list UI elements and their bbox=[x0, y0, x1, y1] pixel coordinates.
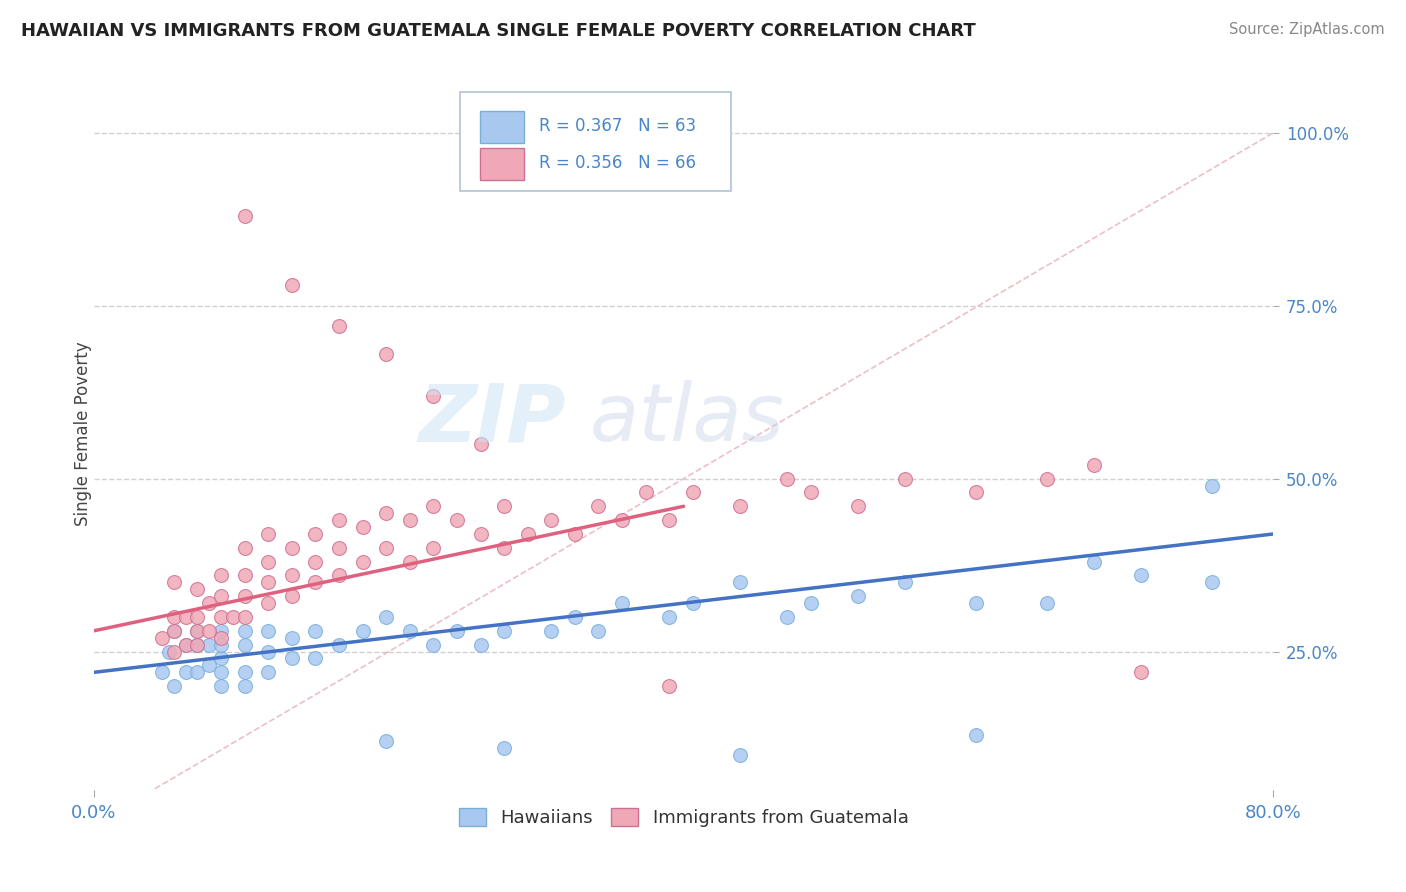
Text: atlas: atlas bbox=[589, 380, 785, 458]
FancyBboxPatch shape bbox=[460, 92, 731, 192]
Text: HAWAIIAN VS IMMIGRANTS FROM GUATEMALA SINGLE FEMALE POVERTY CORRELATION CHART: HAWAIIAN VS IMMIGRANTS FROM GUATEMALA SI… bbox=[21, 22, 976, 40]
Legend: Hawaiians, Immigrants from Guatemala: Hawaiians, Immigrants from Guatemala bbox=[451, 801, 915, 834]
Text: R = 0.356   N = 66: R = 0.356 N = 66 bbox=[538, 154, 696, 172]
Text: Source: ZipAtlas.com: Source: ZipAtlas.com bbox=[1229, 22, 1385, 37]
Text: ZIP: ZIP bbox=[419, 380, 565, 458]
FancyBboxPatch shape bbox=[479, 148, 524, 180]
FancyBboxPatch shape bbox=[479, 112, 524, 144]
Y-axis label: Single Female Poverty: Single Female Poverty bbox=[75, 342, 91, 526]
Text: R = 0.367   N = 63: R = 0.367 N = 63 bbox=[538, 117, 696, 136]
